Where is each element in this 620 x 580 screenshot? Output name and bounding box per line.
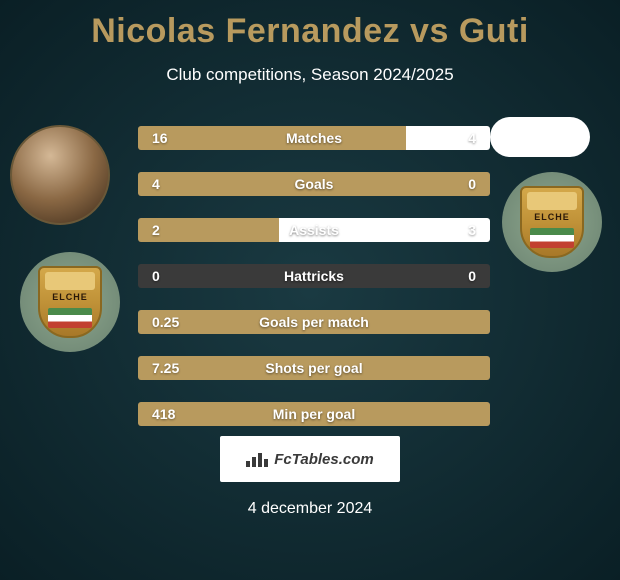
stat-label: Shots per goal	[138, 356, 490, 380]
stat-label: Min per goal	[138, 402, 490, 426]
stat-label: Goals per match	[138, 310, 490, 334]
stat-row: 0.25Goals per match	[138, 310, 490, 334]
stat-row: 7.25Shots per goal	[138, 356, 490, 380]
stat-label: Matches	[138, 126, 490, 150]
footer-logo: FcTables.com	[220, 436, 400, 482]
comparison-subtitle: Club competitions, Season 2024/2025	[0, 65, 620, 85]
stat-label: Goals	[138, 172, 490, 196]
stat-row: 418Min per goal	[138, 402, 490, 426]
stat-label: Hattricks	[138, 264, 490, 288]
comparison-title: Nicolas Fernandez vs Guti	[0, 0, 620, 51]
footer-logo-text: FcTables.com	[274, 451, 373, 468]
club-badge-left: ELCHE	[20, 252, 120, 352]
club-name-left: ELCHE	[40, 292, 100, 302]
player-avatar-right	[490, 117, 590, 157]
player-avatar-left	[10, 125, 110, 225]
club-name-right: ELCHE	[522, 212, 582, 222]
club-badge-right: ELCHE	[502, 172, 602, 272]
footer-date: 4 december 2024	[0, 500, 620, 518]
stats-container: 164Matches 40Goals 23Assists 00Hattricks 0.2…	[138, 126, 490, 448]
stat-label: Assists	[138, 218, 490, 242]
stat-row: 40Goals	[138, 172, 490, 196]
stat-row: 23Assists	[138, 218, 490, 242]
stat-row: 164Matches	[138, 126, 490, 150]
chart-icon	[246, 451, 268, 467]
stat-row: 00Hattricks	[138, 264, 490, 288]
